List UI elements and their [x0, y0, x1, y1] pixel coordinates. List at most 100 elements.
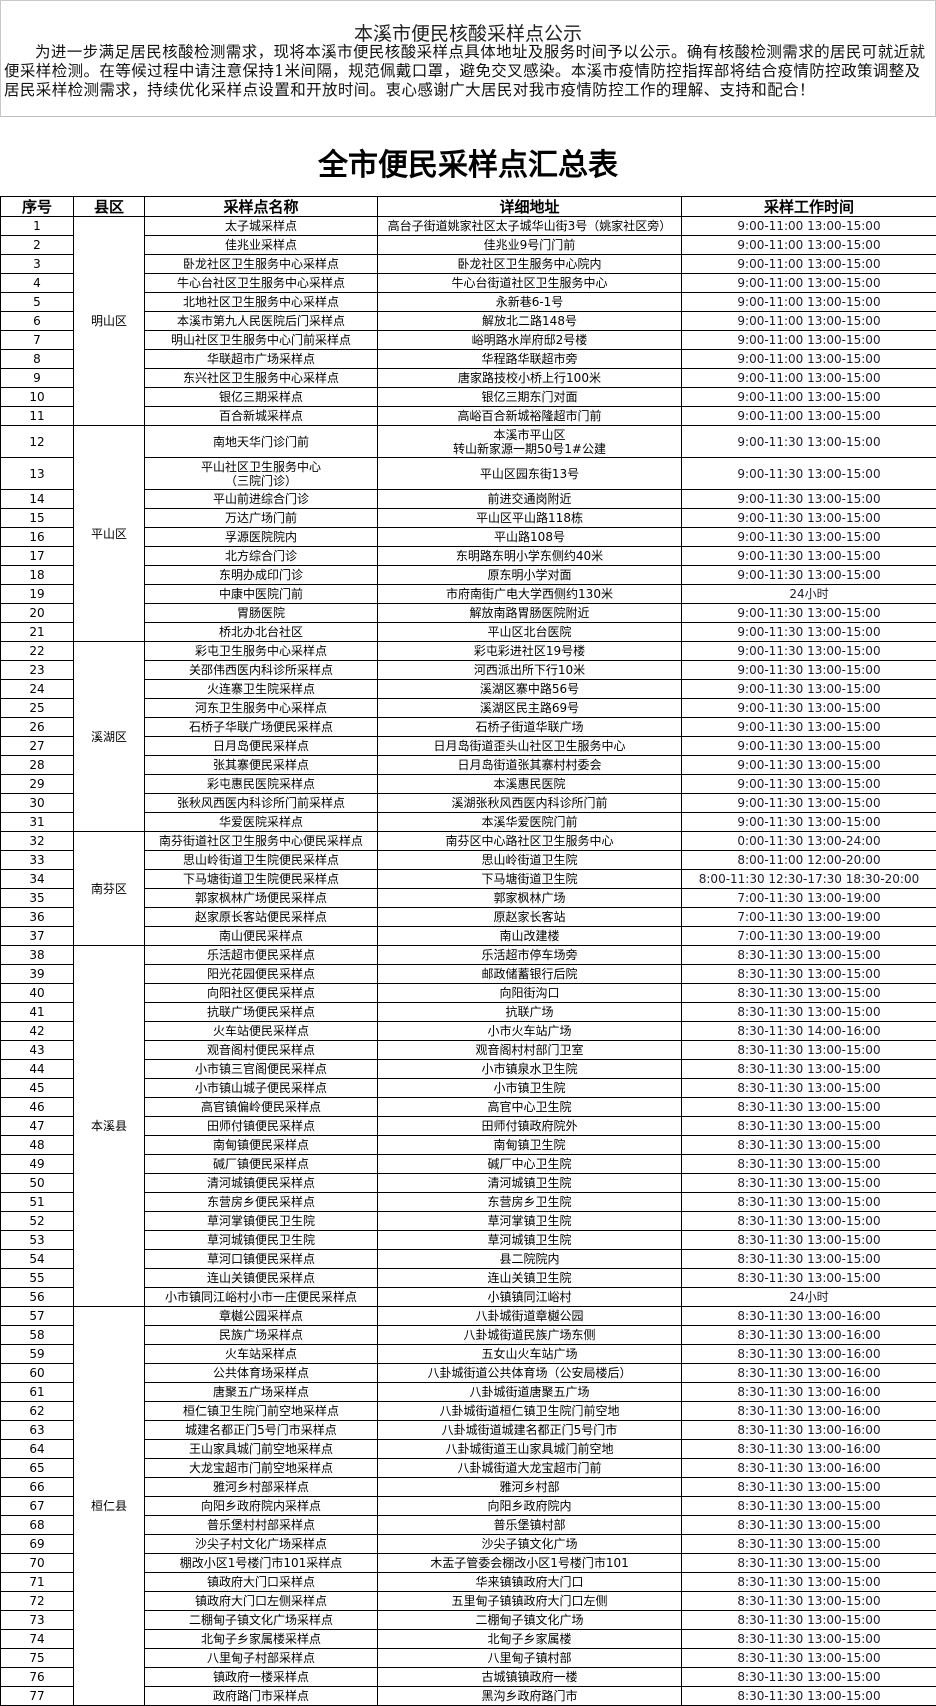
row-number: 31	[1, 813, 74, 832]
sampling-hours: 8:30-11:30 13:00-16:00	[682, 1459, 936, 1478]
site-address: 东明路东明小学东侧约40米	[378, 547, 682, 566]
site-address: 原赵家长客站	[378, 908, 682, 927]
row-number: 60	[1, 1364, 74, 1383]
sampling-hours: 9:00-11:30 13:00-15:00	[682, 490, 936, 509]
sampling-hours: 8:00-11:00 12:00-20:00	[682, 851, 936, 870]
row-number: 65	[1, 1459, 74, 1478]
sampling-hours: 24小时	[682, 585, 936, 604]
sampling-hours: 8:30-11:30 13:00-15:00	[682, 1155, 936, 1174]
site-address: 永新巷6-1号	[378, 293, 682, 312]
row-number: 42	[1, 1022, 74, 1041]
site-name: 河东卫生服务中心采样点	[145, 699, 378, 718]
row-number: 22	[1, 642, 74, 661]
row-number: 34	[1, 870, 74, 889]
sampling-hours: 9:00-11:30 13:00-15:00	[682, 547, 936, 566]
site-name: 胃肠医院	[145, 604, 378, 623]
site-address: 草河城镇卫生院	[378, 1231, 682, 1250]
sampling-hours: 8:30-11:30 13:00-15:00	[682, 1269, 936, 1288]
site-address: 石桥子街道华联广场	[378, 718, 682, 737]
row-number: 20	[1, 604, 74, 623]
site-name: 日月岛便民采样点	[145, 737, 378, 756]
site-name: 明山社区卫生服务中心门前采样点	[145, 331, 378, 350]
sampling-hours: 9:00-11:30 13:00-15:00	[682, 699, 936, 718]
site-name: 沙尖子村文化广场采样点	[145, 1535, 378, 1554]
row-number: 46	[1, 1098, 74, 1117]
site-address: 本溪华爱医院门前	[378, 813, 682, 832]
sampling-hours: 8:30-11:30 13:00-15:00	[682, 1611, 936, 1630]
site-name: 桓仁镇卫生院门前空地采样点	[145, 1402, 378, 1421]
site-address: 原东明小学对面	[378, 566, 682, 585]
site-name: 下马塘街道卫生院便民采样点	[145, 870, 378, 889]
district-cell: 桓仁县	[74, 1307, 145, 1706]
row-number: 14	[1, 490, 74, 509]
row-number: 37	[1, 927, 74, 946]
site-name: 张秋风西医内科诊所门前采样点	[145, 794, 378, 813]
site-name: 南芬街道社区卫生服务中心便民采样点	[145, 832, 378, 851]
site-address: 卧龙社区卫生服务中心院内	[378, 255, 682, 274]
site-name: 小市镇三官阁便民采样点	[145, 1060, 378, 1079]
row-number: 57	[1, 1307, 74, 1326]
sampling-hours: 9:00-11:00 13:00-15:00	[682, 217, 936, 236]
sampling-hours: 8:30-11:30 13:00-16:00	[682, 1364, 936, 1383]
site-address: 八卦城街道唐聚五广场	[378, 1383, 682, 1402]
row-number: 13	[1, 458, 74, 490]
sampling-hours: 8:30-11:30 13:00-15:00	[682, 1041, 936, 1060]
site-address: 小市镇卫生院	[378, 1079, 682, 1098]
row-number: 15	[1, 509, 74, 528]
table-title: 全市便民采样点汇总表	[0, 140, 936, 184]
site-address: 八卦城街道城建名都正门5号门市	[378, 1421, 682, 1440]
site-name: 关邵伟西医内科诊所采样点	[145, 661, 378, 680]
site-address: 小镇镇同江峪村	[378, 1288, 682, 1307]
site-name: 乐活超市便民采样点	[145, 946, 378, 965]
site-name: 牛心台社区卫生服务中心采样点	[145, 274, 378, 293]
site-name: 平山社区卫生服务中心 （三院门诊）	[145, 458, 378, 490]
sampling-hours: 8:30-11:30 13:00-15:00	[682, 965, 936, 984]
sampling-hours: 8:30-11:30 13:00-15:00	[682, 1060, 936, 1079]
site-address: 田师付镇政府院外	[378, 1117, 682, 1136]
site-address: 县二院院内	[378, 1250, 682, 1269]
header-district: 县区	[74, 197, 145, 217]
site-address: 古城镇镇政府一楼	[378, 1668, 682, 1687]
sampling-hours: 8:30-11:30 13:00-15:00	[682, 1250, 936, 1269]
site-address: 下马塘街道卫生院	[378, 870, 682, 889]
site-address: 八卦城街道公共体育场（公安局楼后）	[378, 1364, 682, 1383]
row-number: 69	[1, 1535, 74, 1554]
header-hours: 采样工作时间	[682, 197, 936, 217]
row-number: 29	[1, 775, 74, 794]
site-address: 解放北二路148号	[378, 312, 682, 331]
site-name: 阳光花园便民采样点	[145, 965, 378, 984]
site-name: 彩屯惠民医院采样点	[145, 775, 378, 794]
row-number: 30	[1, 794, 74, 813]
row-number: 1	[1, 217, 74, 236]
site-address: 溪湖区寨中路56号	[378, 680, 682, 699]
sampling-hours: 9:00-11:30 13:00-15:00	[682, 737, 936, 756]
sampling-hours: 8:30-11:30 13:00-15:00	[682, 1193, 936, 1212]
site-address: 华程路华联超市旁	[378, 350, 682, 369]
row-number: 75	[1, 1649, 74, 1668]
site-address: 本溪惠民医院	[378, 775, 682, 794]
row-number: 40	[1, 984, 74, 1003]
site-address: 唐家路技校小桥上行100米	[378, 369, 682, 388]
site-address: 八里甸子镇村部	[378, 1649, 682, 1668]
site-name: 小市镇山城子便民采样点	[145, 1079, 378, 1098]
row-number: 68	[1, 1516, 74, 1535]
site-name: 向阳社区便民采样点	[145, 984, 378, 1003]
notice-title: 本溪市便民核酸采样点公示	[1, 19, 935, 46]
sampling-hours: 9:00-11:30 13:00-15:00	[682, 426, 936, 458]
sampling-hours: 8:30-11:30 13:00-16:00	[682, 1421, 936, 1440]
site-name: 华爱医院采样点	[145, 813, 378, 832]
district-cell: 明山区	[74, 217, 145, 426]
row-number: 43	[1, 1041, 74, 1060]
sampling-hours: 9:00-11:30 13:00-15:00	[682, 813, 936, 832]
row-number: 21	[1, 623, 74, 642]
site-name: 万达广场门前	[145, 509, 378, 528]
sampling-hours: 9:00-11:30 13:00-15:00	[682, 528, 936, 547]
sampling-hours: 8:30-11:30 13:00-15:00	[682, 1117, 936, 1136]
sampling-hours: 9:00-11:00 13:00-15:00	[682, 255, 936, 274]
header-address: 详细地址	[378, 197, 682, 217]
site-address: 邮政储蓄银行后院	[378, 965, 682, 984]
site-name: 章樾公园采样点	[145, 1307, 378, 1326]
row-number: 62	[1, 1402, 74, 1421]
